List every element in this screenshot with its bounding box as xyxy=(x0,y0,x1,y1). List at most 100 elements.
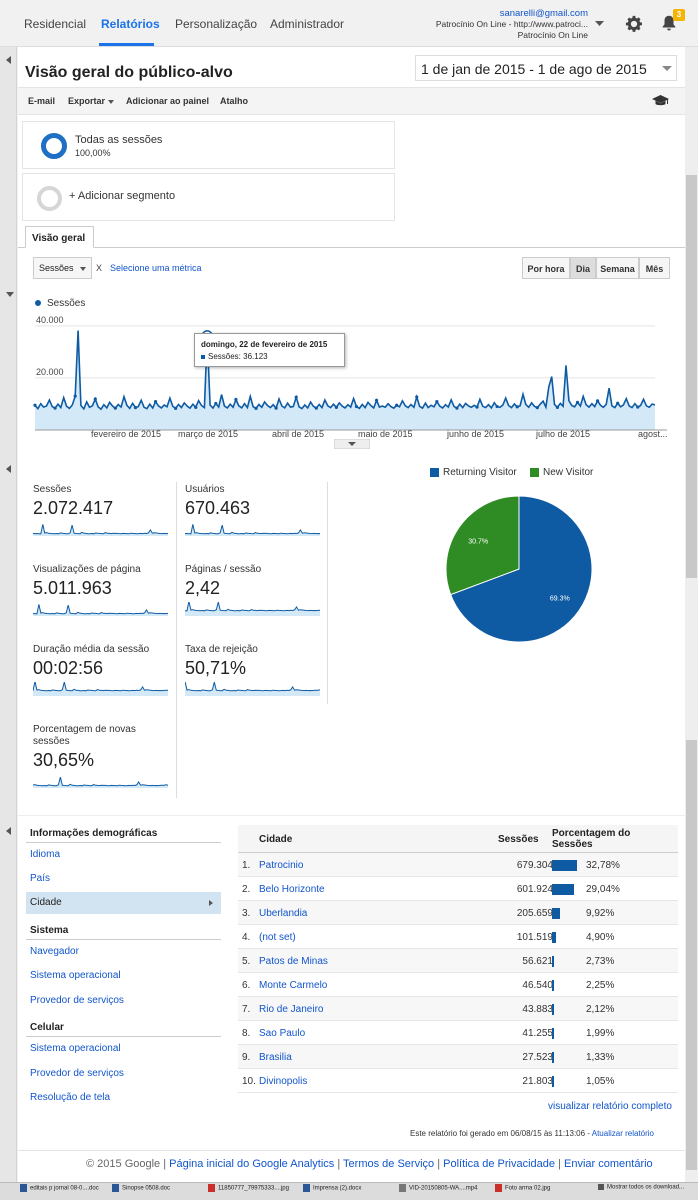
download-item[interactable]: Foto arma 02.jpg xyxy=(495,1184,565,1197)
data-point[interactable] xyxy=(53,406,57,410)
data-point[interactable] xyxy=(334,405,338,409)
nav-personalizacao[interactable]: Personalização xyxy=(175,17,258,31)
add-segment-card[interactable]: + Adicionar segmento xyxy=(22,173,395,221)
system-item-browser[interactable]: Navegador xyxy=(30,946,79,957)
visitor-type-pie-chart[interactable]: 69.3% 30.7% xyxy=(430,480,620,660)
city-link[interactable]: Monte Carmelo xyxy=(259,980,328,991)
data-point[interactable] xyxy=(133,406,138,410)
data-point[interactable] xyxy=(575,400,580,404)
demo-item-cidade-selected[interactable] xyxy=(26,892,221,914)
demo-item-idioma[interactable]: Idioma xyxy=(30,849,61,860)
footer-link-home[interactable]: Página inicial do Google Analytics xyxy=(169,1158,335,1170)
bell-icon[interactable] xyxy=(660,14,678,32)
metric-selector[interactable]: Sessões xyxy=(33,257,92,279)
chart-expand-handle-icon[interactable] xyxy=(334,439,370,449)
data-point[interactable] xyxy=(455,406,459,410)
scrollbar-thumb-lower[interactable] xyxy=(686,740,697,1170)
email-button[interactable]: E-mail xyxy=(28,96,56,106)
kpi-card[interactable]: Usuários 670.463 xyxy=(185,484,330,556)
download-item[interactable]: editais p jornal 08-0....doc xyxy=(20,1184,100,1197)
pie-slice-new[interactable] xyxy=(445,495,520,596)
data-point[interactable] xyxy=(515,405,519,409)
city-link[interactable]: (not set) xyxy=(259,932,296,943)
data-point[interactable] xyxy=(535,406,539,410)
add-to-dashboard-button[interactable]: Adicionar ao painel xyxy=(126,96,210,106)
mobile-item-resolution[interactable]: Resolução de tela xyxy=(30,1092,111,1103)
date-range-picker[interactable]: 1 de jan de 2015 - 1 de ago de 2015 xyxy=(415,55,677,81)
kpi-card[interactable]: Sessões 2.072.417 xyxy=(33,484,178,556)
data-point[interactable] xyxy=(354,404,359,409)
data-point[interactable] xyxy=(234,397,238,402)
mobile-item-os[interactable]: Sistema operacional xyxy=(30,1043,121,1054)
pie-legend-returning[interactable]: Returning Visitor xyxy=(430,467,517,478)
granularity-week-button[interactable]: Semana xyxy=(596,257,639,279)
footer-link-feedback[interactable]: Enviar comentário xyxy=(564,1158,653,1170)
city-link[interactable]: Uberlandia xyxy=(259,908,308,919)
kpi-card[interactable]: Taxa de rejeição 50,71% xyxy=(185,644,330,716)
data-point[interactable] xyxy=(174,406,178,410)
data-point[interactable] xyxy=(374,398,379,402)
tab-overview[interactable]: Visão geral xyxy=(25,226,94,248)
footer-link-terms[interactable]: Termos de Serviço xyxy=(343,1158,435,1170)
data-point[interactable] xyxy=(415,395,419,399)
account-selector[interactable]: sanarelli@gmail.com Patrocínio On Line -… xyxy=(436,8,588,41)
city-link[interactable]: Patrocinio xyxy=(259,860,304,871)
data-point[interactable] xyxy=(214,401,218,406)
data-point[interactable] xyxy=(475,405,479,409)
download-item[interactable]: Sinopse 0508.doc xyxy=(112,1184,192,1197)
show-all-downloads[interactable]: Mostrar todos os download... xyxy=(598,1184,688,1197)
mobile-item-provider[interactable]: Provedor de serviços xyxy=(30,1068,124,1079)
data-point[interactable] xyxy=(595,399,600,403)
nav-relatorios[interactable]: Relatórios xyxy=(101,17,160,31)
nav-residencial[interactable]: Residencial xyxy=(24,17,87,31)
data-point[interactable] xyxy=(73,394,77,398)
download-item[interactable]: 11850777_79975333....jpg xyxy=(208,1184,293,1197)
kpi-card[interactable]: Visualizações de página 5.011.963 xyxy=(33,564,178,636)
data-point[interactable] xyxy=(495,404,499,409)
data-point[interactable] xyxy=(294,395,298,399)
account-chevron-down-icon[interactable] xyxy=(595,21,604,27)
data-point[interactable] xyxy=(153,400,158,404)
sessions-line-chart[interactable]: 20.000 40.000 fevereiro de 2015 março de 20… xyxy=(0,310,685,450)
demo-item-cidade[interactable]: Cidade xyxy=(30,897,62,908)
data-point[interactable] xyxy=(33,403,37,407)
kpi-card[interactable]: Duração média da sessão 00:02:56 xyxy=(33,644,178,716)
data-point[interactable] xyxy=(93,397,97,401)
select-metric-link[interactable]: Selecione uma métrica xyxy=(110,263,202,273)
granularity-hour-button[interactable]: Por hora xyxy=(522,257,570,279)
remove-metric-button[interactable]: X xyxy=(96,263,103,273)
pie-legend-new[interactable]: New Visitor xyxy=(530,467,593,478)
collapse-report-icon[interactable] xyxy=(6,827,11,835)
data-point[interactable] xyxy=(314,406,318,410)
data-point[interactable] xyxy=(113,406,117,410)
footer-link-privacy[interactable]: Política de Privacidade xyxy=(443,1158,556,1170)
segment-all-sessions[interactable]: Todas as sessões 100,00% xyxy=(22,121,395,169)
download-item[interactable]: Imprensa (2).docx xyxy=(303,1184,383,1197)
graduation-cap-icon[interactable] xyxy=(652,95,669,107)
download-item[interactable]: VID-20150805-WA....mp4 xyxy=(399,1184,489,1197)
demo-item-pais[interactable]: País xyxy=(30,873,51,884)
system-item-os[interactable]: Sistema operacional xyxy=(30,970,121,981)
city-link[interactable]: Divinopolis xyxy=(259,1076,308,1087)
expand-section-icon[interactable] xyxy=(6,292,14,297)
system-item-provider[interactable]: Provedor de serviços xyxy=(30,995,124,1006)
data-point[interactable] xyxy=(254,406,258,410)
city-link[interactable]: Patos de Minas xyxy=(259,956,328,967)
column-header-sessions[interactable]: Sessões xyxy=(498,834,539,845)
column-header-percentage[interactable]: Porcentagem do Sessões xyxy=(552,828,631,850)
data-point[interactable] xyxy=(435,400,439,404)
full-report-link[interactable]: visualizar relatório completo xyxy=(548,1101,672,1112)
data-point[interactable] xyxy=(274,406,278,410)
column-header-city[interactable]: Cidade xyxy=(259,834,293,845)
kpi-card[interactable]: Páginas / sessão 2,42 xyxy=(185,564,330,636)
nav-administrador[interactable]: Administrador xyxy=(270,17,345,31)
collapse-section-icon[interactable] xyxy=(6,465,11,473)
data-point[interactable] xyxy=(636,405,640,409)
export-button[interactable]: Exportar xyxy=(68,96,115,106)
data-point[interactable] xyxy=(555,405,560,409)
city-link[interactable]: Brasilia xyxy=(259,1052,292,1063)
kpi-card[interactable]: Porcentagem de novas sessões 30,65% xyxy=(33,724,178,796)
granularity-day-button[interactable]: Dia xyxy=(570,257,596,279)
gear-icon[interactable] xyxy=(625,15,643,33)
city-link[interactable]: Sao Paulo xyxy=(259,1028,306,1039)
